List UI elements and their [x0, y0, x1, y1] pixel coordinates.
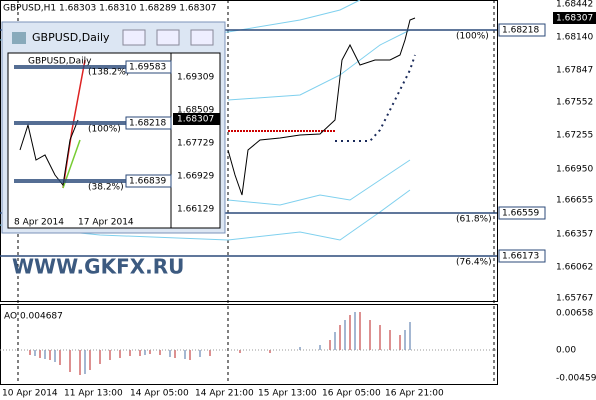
time-label: 14 Apr 21:00 [195, 389, 254, 399]
minimize-button[interactable] [122, 29, 146, 46]
inset-time-label: 8 Apr 2014 [14, 218, 64, 228]
level-percent: (100%) [456, 32, 489, 42]
inset-level-percent: (138.2%) [88, 68, 129, 78]
inset-window[interactable]: GBPUSD,Daily [1, 21, 226, 234]
ao-label: -0.00459 [556, 374, 596, 384]
inset-level-percent: (100%) [88, 125, 121, 135]
symbol-header: GBPUSD,H1 1.68303 1.68310 1.68289 1.6830… [3, 4, 216, 14]
time-label: 11 Apr 13:00 [64, 389, 123, 399]
price-label: 1.67255 [556, 131, 593, 141]
level-box [498, 23, 546, 37]
time-label: 16 Apr 21:00 [385, 389, 444, 399]
inset-level-price: 1.68218 [129, 119, 166, 129]
inset-price-label: 1.67729 [177, 139, 214, 149]
inset-level-box [125, 174, 172, 188]
time-label: 14 Apr 05:00 [130, 389, 189, 399]
inset-current-box [173, 113, 220, 125]
price-label: 1.66950 [556, 165, 593, 175]
level-box [498, 249, 546, 263]
time-label: 16 Apr 05:00 [322, 389, 381, 399]
close-button[interactable] [190, 29, 214, 46]
price-label: 1.66357 [556, 230, 593, 240]
ao-label: 0.00 [556, 346, 576, 356]
main-frame [0, 0, 498, 302]
ao-label: 0.00658 [556, 309, 593, 319]
level-price: 1.66559 [502, 209, 539, 219]
inset-current: 1.68307 [177, 115, 214, 125]
window-title: GBPUSD,Daily [32, 31, 110, 44]
inset-price-label: 1.66929 [177, 172, 214, 182]
indicator-frame [0, 304, 498, 385]
level-percent: (76.4%) [456, 258, 492, 268]
inset-level-percent: (38.2%) [88, 183, 124, 193]
price-label: 1.66062 [556, 263, 593, 273]
price-label: 1.67847 [556, 66, 593, 76]
current-price: 1.68307 [556, 14, 593, 24]
price-candles [227, 17, 416, 196]
maximize-button[interactable] [156, 29, 180, 46]
inset-chart-title: GBPUSD,Daily [28, 57, 92, 67]
price-label: 1.68140 [556, 33, 593, 43]
inset-price-label: 1.68509 [177, 106, 214, 116]
window-icon [12, 32, 26, 44]
level-price: 1.68218 [502, 26, 539, 36]
watermark: WWW.GKFX.RU [12, 255, 184, 279]
inset-price-label: 1.66129 [177, 205, 214, 215]
price-label: 1.68442 [556, 0, 593, 10]
price-label: 1.66655 [556, 196, 593, 206]
current-price-box [553, 12, 596, 24]
inset-price-label: 1.69309 [177, 73, 214, 83]
sar-dots [335, 54, 416, 142]
price-label: 1.67552 [556, 98, 593, 108]
inset-time-label: 17 Apr 2014 [78, 218, 134, 228]
inset-level-box [125, 60, 172, 74]
ao-bars [29, 312, 411, 375]
price-label: 1.65767 [556, 294, 593, 304]
level-price: 1.66173 [502, 252, 539, 262]
time-label: 10 Apr 2014 [2, 389, 58, 399]
inset-level-price: 1.69583 [129, 63, 166, 73]
level-percent: (61.8%) [456, 215, 492, 225]
inset-level-box [125, 116, 172, 130]
inset-level-price: 1.66839 [129, 177, 166, 187]
time-label: 15 Apr 13:00 [258, 389, 317, 399]
ao-title: AO 0.004687 [4, 312, 63, 322]
level-box [498, 206, 546, 220]
